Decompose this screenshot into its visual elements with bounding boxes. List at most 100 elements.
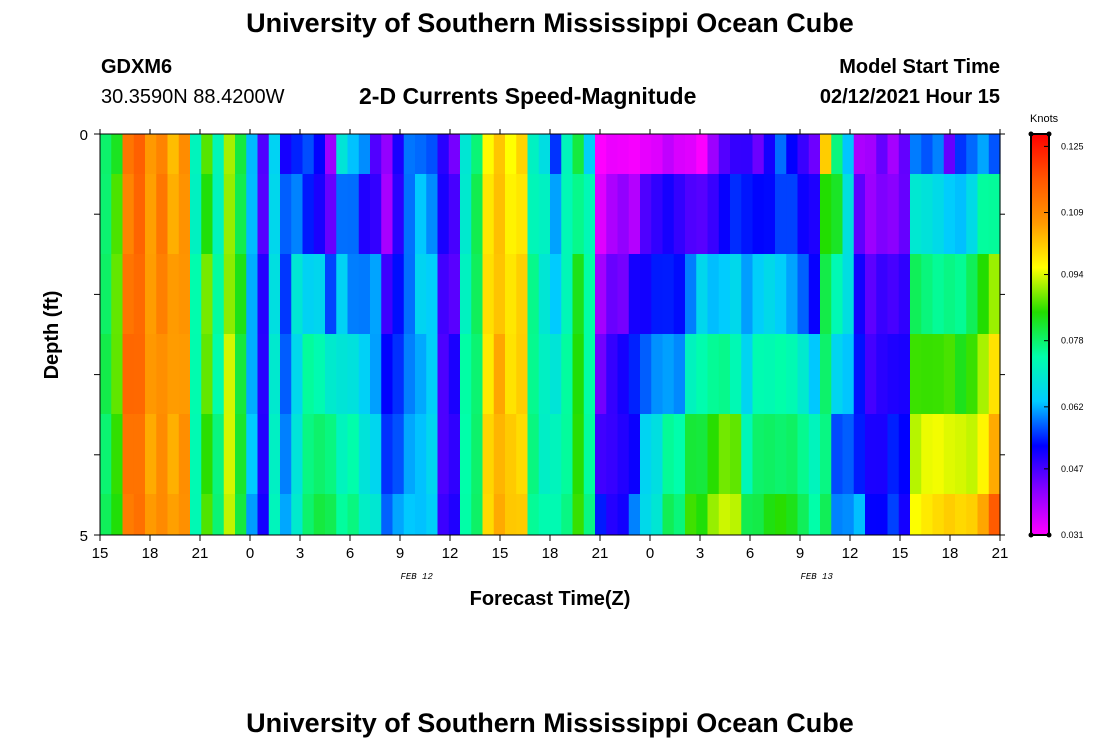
heatmap-cell xyxy=(943,494,956,535)
heatmap-cell xyxy=(752,254,765,334)
heatmap-cell xyxy=(212,334,225,414)
heatmap-cell xyxy=(628,174,641,254)
heatmap-cell xyxy=(370,494,382,535)
heatmap-cell xyxy=(910,494,922,535)
heatmap-cell xyxy=(662,134,675,174)
colorbar-units-label: Knots xyxy=(1030,113,1059,125)
heatmap-cell xyxy=(955,134,967,174)
heatmap-cell xyxy=(437,174,450,254)
heatmap-cell xyxy=(448,134,461,174)
heatmap-cell xyxy=(460,334,472,414)
heatmap-cell xyxy=(223,134,236,174)
heatmap-cell xyxy=(336,414,349,494)
heatmap-cell xyxy=(392,134,405,174)
heatmap-cell xyxy=(876,254,889,334)
heatmap-cell xyxy=(527,134,540,174)
heatmap-cell xyxy=(415,254,427,334)
heatmap-cell xyxy=(505,134,517,174)
heatmap-cell xyxy=(640,174,652,254)
heatmap-cell xyxy=(482,254,495,334)
heatmap-cell xyxy=(775,254,787,334)
heatmap-cell xyxy=(561,254,574,334)
heatmap-cell xyxy=(505,254,517,334)
heatmap-cell xyxy=(403,494,416,535)
heatmap-cell xyxy=(325,254,337,334)
heatmap-cell xyxy=(921,414,934,494)
heatmap-cell xyxy=(347,334,360,414)
heatmap-cell xyxy=(280,494,292,535)
heatmap-cell xyxy=(640,334,652,414)
heatmap-cell xyxy=(741,334,754,414)
heatmap-cell xyxy=(921,254,934,334)
heatmap-cell xyxy=(347,134,360,174)
heatmap-cell xyxy=(628,334,641,414)
heatmap-cell xyxy=(662,494,675,535)
heatmap-cell xyxy=(257,174,270,254)
heatmap-cell xyxy=(876,134,889,174)
heatmap-cell xyxy=(797,334,810,414)
heatmap-cell xyxy=(415,494,427,535)
heatmap-cell xyxy=(786,254,799,334)
heatmap-cell xyxy=(156,494,169,535)
heatmap-cell xyxy=(100,174,112,254)
heatmap-cell xyxy=(212,174,225,254)
heatmap-cell xyxy=(336,174,349,254)
station-id: GDXM6 xyxy=(101,56,173,78)
heatmap-cell xyxy=(471,254,484,334)
heatmap-cell xyxy=(752,414,765,494)
heatmap-cell xyxy=(752,334,765,414)
heatmap-cell xyxy=(595,494,607,535)
heatmap-cell xyxy=(460,174,472,254)
heatmap-cell xyxy=(516,414,529,494)
colorbar-tick-label: 0.109 xyxy=(1061,208,1084,218)
heatmap-cell xyxy=(775,134,787,174)
heatmap-cell xyxy=(415,414,427,494)
heatmap-cell xyxy=(538,494,551,535)
heatmap-cell xyxy=(718,414,731,494)
heatmap-cell xyxy=(358,174,371,254)
heatmap-cell xyxy=(167,494,180,535)
heatmap-cell xyxy=(437,494,450,535)
heatmap-cell xyxy=(763,334,776,414)
heatmap-cell xyxy=(595,414,607,494)
heatmap-cell xyxy=(527,334,540,414)
heatmap-cell xyxy=(156,134,169,174)
heatmap-cell xyxy=(403,334,416,414)
heatmap-cell xyxy=(718,174,731,254)
heatmap-cell xyxy=(898,254,911,334)
heatmap-cell xyxy=(246,134,259,174)
heatmap-cell xyxy=(235,254,247,334)
heatmap-cell xyxy=(257,254,270,334)
heatmap-cell xyxy=(516,334,529,414)
heatmap-cell xyxy=(696,334,709,414)
x-tick-label: 6 xyxy=(346,545,354,562)
heatmap-cell xyxy=(246,174,259,254)
x-tick-label: 21 xyxy=(592,545,609,562)
heatmap-cell xyxy=(662,254,675,334)
heatmap-cell xyxy=(831,254,844,334)
heatmap-cell xyxy=(381,174,394,254)
x-tick-label: 3 xyxy=(696,545,704,562)
heatmap-cell xyxy=(268,414,281,494)
heatmap-cell xyxy=(786,174,799,254)
heatmap-cell xyxy=(583,174,596,254)
heatmap-cell xyxy=(898,414,911,494)
heatmap-cell xyxy=(415,334,427,414)
heatmap-cell xyxy=(223,494,236,535)
heatmap-cell xyxy=(538,334,551,414)
heatmap-cell xyxy=(583,494,596,535)
heatmap-cell xyxy=(111,174,124,254)
heatmap-cell xyxy=(763,494,776,535)
heatmap-cell xyxy=(842,174,855,254)
heatmap-cell xyxy=(550,174,562,254)
heatmap-cell xyxy=(797,414,810,494)
heatmap-cell xyxy=(482,174,495,254)
colorbar-corner xyxy=(1046,131,1052,137)
heatmap-cell xyxy=(145,334,157,414)
heatmap-cell xyxy=(325,134,337,174)
heatmap-cell xyxy=(100,494,112,535)
heatmap-cell xyxy=(606,494,619,535)
heatmap-cell xyxy=(651,494,664,535)
heatmap-cell xyxy=(358,494,371,535)
heatmap-cell xyxy=(145,414,157,494)
